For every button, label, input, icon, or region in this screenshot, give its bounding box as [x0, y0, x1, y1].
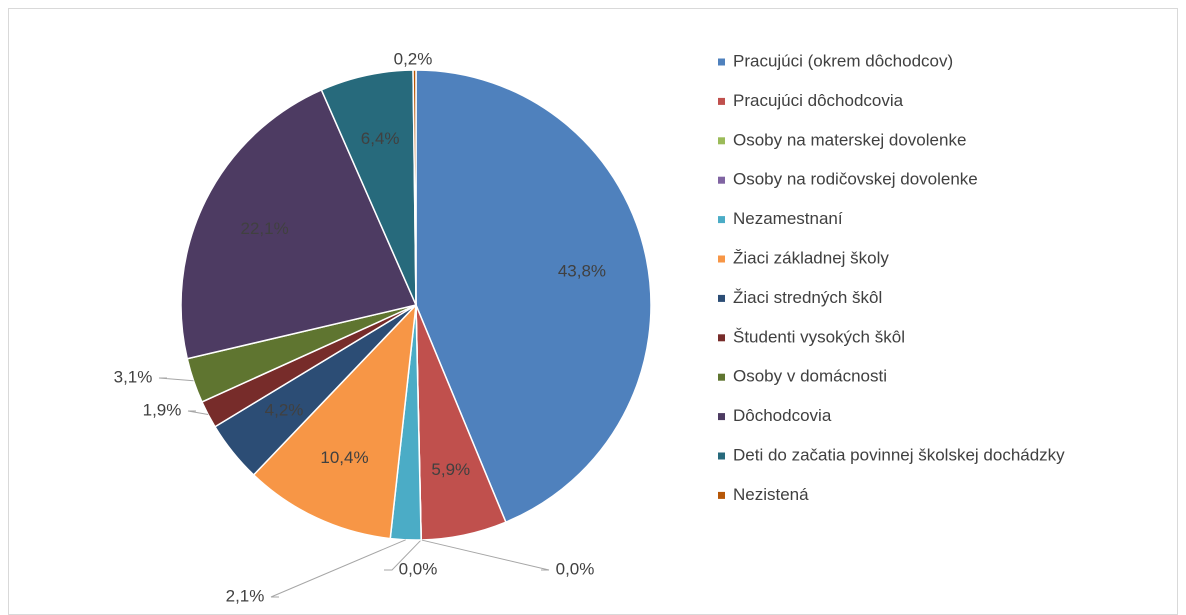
leader-line: [158, 377, 194, 382]
data-label: 1,9%: [143, 400, 182, 419]
legend-swatch: [718, 97, 725, 105]
legend-label: Žiaci základnej školy: [733, 248, 889, 267]
pie-slice: [412, 69, 417, 306]
legend-swatch: [718, 413, 725, 421]
data-label: 2,1%: [226, 586, 265, 605]
pie-slice: [252, 302, 417, 540]
data-label: 6,4%: [361, 129, 400, 148]
legend-label: Nezamestnaní: [733, 209, 843, 228]
data-label: 0,0%: [556, 559, 595, 578]
legend-swatch: [718, 452, 725, 460]
legend-swatch: [718, 137, 725, 145]
leader-line: [187, 410, 209, 416]
legend-label: Osoby v domácnosti: [733, 367, 887, 386]
data-label: 22,1%: [241, 219, 289, 238]
legend-label: Osoby na materskej dovolenke: [733, 130, 966, 149]
legend-label: Osoby na rodičovskej dovolenke: [733, 170, 978, 189]
legend-swatch: [718, 294, 725, 302]
data-label: 3,1%: [114, 367, 153, 386]
legend-swatch: [718, 216, 725, 224]
legend-swatch: [718, 373, 725, 381]
pie-slice: [180, 88, 418, 360]
data-label: 5,9%: [431, 460, 470, 479]
leader-line: [421, 539, 550, 571]
data-label: 4,2%: [265, 400, 304, 419]
data-label: 43,8%: [558, 262, 606, 281]
legend-label: Pracujúci dôchodcovia: [733, 91, 904, 110]
data-label: 0,2%: [394, 49, 433, 68]
data-label: 10,4%: [320, 448, 368, 467]
legend-swatch: [718, 255, 725, 263]
leader-line: [270, 539, 406, 598]
legend-swatch: [718, 58, 725, 66]
data-label: 0,0%: [399, 559, 438, 578]
leader-line: [384, 539, 422, 571]
legend-swatch: [718, 334, 725, 342]
legend-label: Študenti vysokých škôl: [733, 327, 905, 346]
legend-label: Nezistená: [733, 485, 809, 504]
legend-swatch: [718, 491, 725, 499]
legend-swatch: [718, 176, 725, 184]
legend-label: Deti do začatia povinnej školskej dochád…: [733, 445, 1065, 464]
legend-label: Dôchodcovia: [733, 406, 832, 425]
pie-slice: [415, 69, 652, 524]
legend-label: Pracujúci (okrem dôchodcov): [733, 51, 953, 70]
legend-label: Žiaci stredných škôl: [733, 288, 882, 307]
